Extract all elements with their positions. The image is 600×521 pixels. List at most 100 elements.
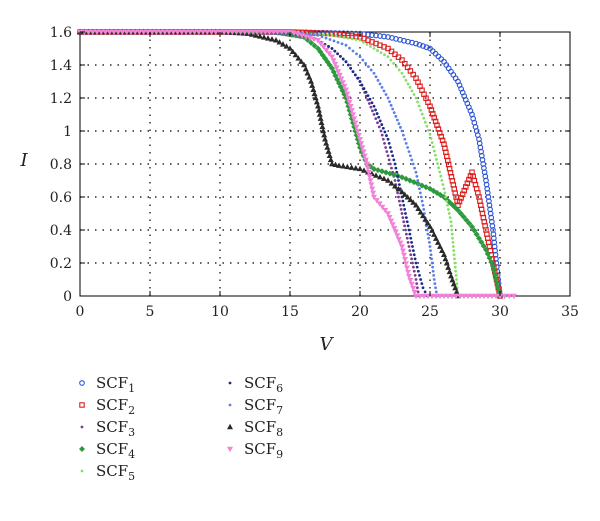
data-point [354,38,358,41]
data-point [183,29,190,36]
data-point [374,75,378,79]
data-point [421,286,425,290]
data-point [249,31,255,37]
data-point [439,137,446,144]
data-point [320,44,327,51]
data-point [433,293,439,300]
data-point [352,165,359,171]
data-point [258,29,265,36]
data-point [463,184,469,190]
data-point [366,94,370,98]
data-point [459,191,466,198]
legend-subscript: 5 [128,470,135,483]
data-point [370,190,377,197]
data-point [411,162,415,166]
data-point [416,100,419,104]
legend-marker [80,425,84,429]
data-point [274,29,281,36]
data-point [385,134,388,137]
y-tick-label: 0 [63,289,72,305]
data-point [402,60,408,67]
data-point [454,269,458,273]
data-point [369,186,376,192]
data-point [491,267,497,274]
data-point [497,293,503,300]
data-point [450,228,454,232]
data-point [392,183,398,189]
data-point [269,36,275,42]
data-point [376,78,380,82]
data-point [456,198,463,205]
data-point [262,29,269,36]
data-point [410,158,414,162]
data-point [233,29,240,36]
data-point [281,30,287,37]
data-point [413,202,419,208]
data-point [428,245,432,248]
data-point [295,55,302,61]
data-point [106,29,113,36]
data-point [427,236,430,240]
data-point [415,282,419,286]
data-point [348,46,351,50]
data-point [347,104,354,110]
data-point [414,170,418,174]
data-point [435,239,441,245]
data-point [332,39,336,43]
data-point [377,125,381,129]
data-point [403,137,407,141]
legend-marker [227,446,233,453]
data-point [432,278,436,281]
legend-item-scf-1: SCF1 [79,374,135,395]
data-point [335,69,342,75]
data-point [354,128,361,135]
data-point [360,149,367,155]
data-point [445,264,452,270]
data-point [381,137,385,141]
data-point [373,198,380,204]
x-tick-label: 35 [561,304,579,320]
data-point [365,170,372,176]
data-point [356,76,360,80]
data-point [397,122,401,126]
data-point [377,174,383,180]
data-point [391,107,395,111]
data-point [410,240,414,244]
data-point [449,224,453,228]
data-point [380,123,384,126]
data-point [389,222,396,228]
data-point [423,290,427,294]
legend-item-scf-9: SCF9 [227,440,283,461]
data-point [140,29,147,36]
data-point [420,199,424,203]
data-point [415,174,419,178]
data-point [410,71,416,78]
data-point [452,249,456,253]
data-point [353,124,360,131]
data-point [464,180,471,187]
data-point [400,129,404,133]
data-point [402,203,406,207]
data-point [339,80,346,86]
data-point [441,183,445,186]
data-point [493,276,499,283]
data-point [398,203,402,207]
data-point [379,51,383,55]
data-point [430,141,434,145]
data-point [427,103,433,110]
data-point [157,29,164,36]
data-point [369,68,373,72]
data-point [399,57,405,63]
legend-label: SCF3 [96,418,135,439]
data-point [359,145,366,151]
data-point [387,158,391,162]
data-point [397,199,401,203]
x-tick-label: 15 [281,304,299,320]
data-point [432,149,436,153]
data-point [304,70,311,76]
legend-item-scf-5: SCF5 [80,462,135,483]
data-point [343,87,349,93]
data-point [369,45,372,48]
legend-item-scf-2: SCF2 [79,396,135,417]
data-point [392,158,396,162]
